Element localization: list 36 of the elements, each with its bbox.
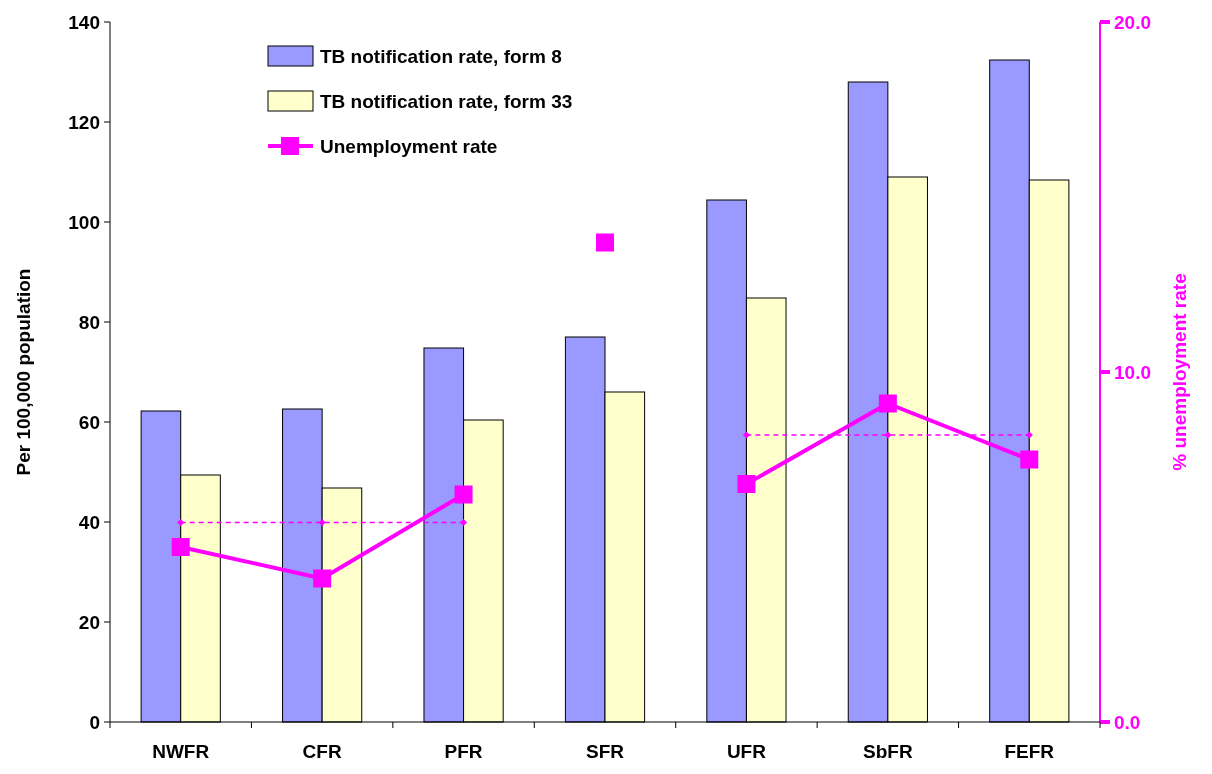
point [177,519,185,526]
point [596,233,614,252]
point [737,475,756,493]
point [1025,431,1033,439]
y-tick-label: 80 [78,311,100,333]
point [878,394,897,413]
point [742,431,750,439]
x-tick-label: CFR [302,741,342,762]
y2-axis-title: % unemployment rate [1169,273,1190,471]
point [454,485,473,504]
legend-label: Unemployment rate [320,135,498,157]
point [313,569,332,588]
point [171,538,190,556]
x-tick-label: SFR [586,741,625,762]
x-tick-label: NWFR [152,741,210,762]
point [460,519,468,526]
y-tick-label: 0 [89,711,100,733]
y-tick-label: 120 [68,111,100,133]
y-tick-label: 40 [78,511,100,533]
y2-tick-label: 20.0 [1114,11,1151,33]
y-tick-label: 60 [78,411,100,433]
x-tick-label: UFR [726,741,767,762]
y-tick-label: 20 [78,611,100,633]
point [1020,450,1039,469]
x-tick-label: PFR [444,741,483,762]
x-tick-label: FEFR [1004,741,1055,762]
y2-tick-label: 0.0 [1114,711,1141,733]
y2-tick-label: 10.0 [1114,361,1151,383]
legend-label: TB notification rate, form 33 [320,90,573,112]
x-tick-label: SbFR [863,741,913,762]
y-tick-label: 100 [68,211,100,233]
legend-label: TB notification rate, form 8 [320,45,562,67]
point [318,519,326,526]
y-tick-label: 140 [68,11,100,33]
point [884,431,892,439]
y-axis-title: Per 100,000 population [13,268,34,476]
